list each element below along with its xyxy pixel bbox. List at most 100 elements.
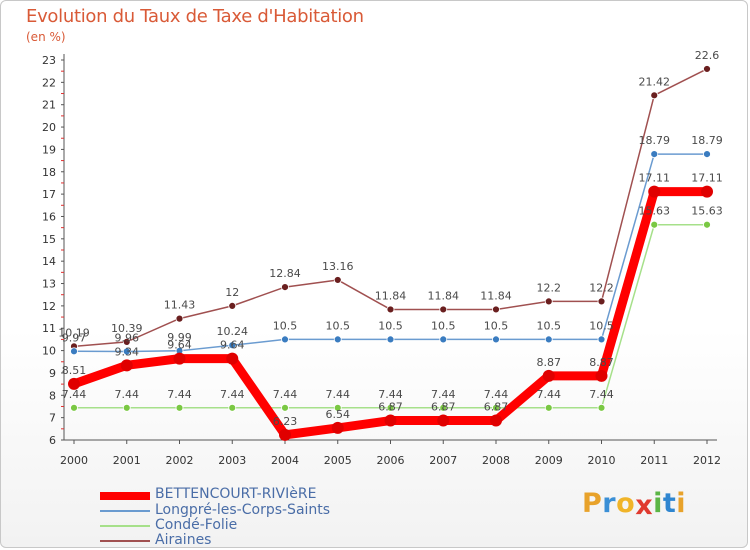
data-point-2 — [492, 403, 500, 412]
data-label: 7.44 — [220, 388, 245, 401]
data-label: 10.5 — [273, 319, 298, 332]
data-point-1 — [70, 347, 78, 356]
y-tick-label: 18 — [42, 166, 56, 179]
data-point-1 — [650, 150, 659, 159]
data-point-2 — [175, 403, 184, 412]
data-point-3 — [175, 314, 184, 323]
data-label: 6.54 — [326, 408, 351, 421]
data-point-3 — [122, 337, 131, 346]
data-label: 18.79 — [639, 134, 671, 147]
data-point-0 — [542, 369, 555, 382]
data-point-2 — [70, 403, 78, 412]
data-point-3 — [703, 65, 711, 73]
y-tick-label: 16 — [42, 210, 56, 223]
data-point-1 — [228, 341, 237, 350]
x-tick-label: 2001 — [113, 454, 141, 467]
data-point-3 — [333, 276, 342, 284]
logo-letter: i — [676, 488, 687, 519]
data-label: 12 — [225, 286, 239, 299]
data-point-2 — [228, 403, 237, 412]
x-tick-label: 2002 — [166, 454, 194, 467]
data-label: 10.5 — [378, 319, 403, 332]
data-label: 10.5 — [537, 319, 562, 332]
data-point-2 — [439, 403, 448, 412]
data-label: 22.6 — [695, 49, 720, 62]
data-point-2 — [703, 220, 711, 229]
data-point-2 — [333, 403, 342, 412]
data-point-2 — [122, 403, 131, 412]
y-tick-label: 9 — [49, 367, 56, 380]
y-tick-label: 17 — [42, 188, 56, 201]
data-label: 15.63 — [639, 205, 671, 218]
data-label: 8.51 — [62, 364, 87, 377]
data-point-3 — [492, 305, 500, 314]
x-tick-label: 2008 — [482, 454, 510, 467]
data-label: 10.5 — [484, 319, 509, 332]
data-point-1 — [492, 335, 500, 344]
data-point-1 — [703, 150, 711, 159]
logo-letter: P — [582, 488, 603, 519]
data-label: 12.2 — [589, 281, 614, 294]
data-label: 13.16 — [322, 260, 354, 273]
data-point-3 — [439, 305, 448, 314]
y-tick-label: 23 — [42, 54, 56, 67]
data-label: 7.44 — [378, 388, 403, 401]
data-point-0 — [226, 352, 239, 365]
data-label: 7.44 — [431, 388, 456, 401]
chart-subtitle: (en %) — [26, 30, 66, 44]
chart-title: Evolution du Taux de Taxe d'Habitation — [26, 6, 364, 27]
data-label: 10.5 — [589, 319, 614, 332]
data-label: 7.44 — [62, 388, 87, 401]
data-point-0 — [173, 352, 186, 365]
data-label: 9.64 — [220, 339, 245, 352]
data-label: 7.44 — [484, 388, 509, 401]
data-label: 12.84 — [269, 267, 301, 280]
legend-swatch-airaines — [100, 540, 150, 542]
data-label: 11.84 — [375, 289, 407, 302]
x-tick-label: 2000 — [60, 454, 88, 467]
data-point-0 — [279, 428, 291, 441]
data-label: 10.24 — [217, 325, 249, 338]
y-tick-label: 20 — [42, 121, 56, 134]
data-label: 11.84 — [428, 289, 460, 302]
data-label: 7.44 — [167, 388, 192, 401]
data-point-1 — [333, 335, 342, 344]
legend-label-bettencourt: BETTENCOURT-RIVIèRE — [155, 486, 317, 502]
x-tick-label: 2012 — [693, 454, 721, 467]
data-point-1 — [281, 335, 289, 344]
y-tick-label: 19 — [42, 143, 56, 156]
data-label: 9.34 — [115, 345, 140, 358]
y-tick-label: 7 — [49, 412, 56, 425]
data-label: 7.44 — [326, 388, 351, 401]
data-label: 17.11 — [691, 172, 723, 185]
data-label: 9.64 — [167, 339, 192, 352]
legend-swatch-bettencourt — [100, 492, 150, 500]
x-tick-label: 2009 — [535, 454, 563, 467]
data-label: 9.96 — [115, 331, 140, 344]
data-point-2 — [386, 403, 395, 412]
logo-letter: x — [635, 490, 654, 521]
logo-letter: t — [662, 488, 677, 519]
data-point-0 — [701, 185, 713, 198]
data-label: 7.44 — [537, 388, 562, 401]
legend-swatch-conde — [100, 525, 150, 527]
data-label: 17.11 — [639, 172, 671, 185]
x-tick-label: 2007 — [429, 454, 457, 467]
data-point-3 — [228, 301, 237, 310]
data-label: 10.5 — [326, 319, 351, 332]
logo-letter: o — [616, 488, 636, 519]
data-label: 7.44 — [273, 388, 298, 401]
series-line-2 — [74, 223, 707, 409]
data-point-0 — [384, 414, 397, 427]
data-label: 7.44 — [115, 388, 140, 401]
data-point-1 — [439, 335, 448, 344]
y-tick-label: 8 — [49, 389, 56, 402]
data-point-0 — [120, 359, 133, 372]
data-label: 10.19 — [58, 326, 90, 339]
y-tick-label: 11 — [42, 322, 56, 335]
data-point-3 — [544, 297, 553, 306]
data-label: 10.39 — [111, 322, 143, 335]
data-point-3 — [597, 297, 606, 306]
